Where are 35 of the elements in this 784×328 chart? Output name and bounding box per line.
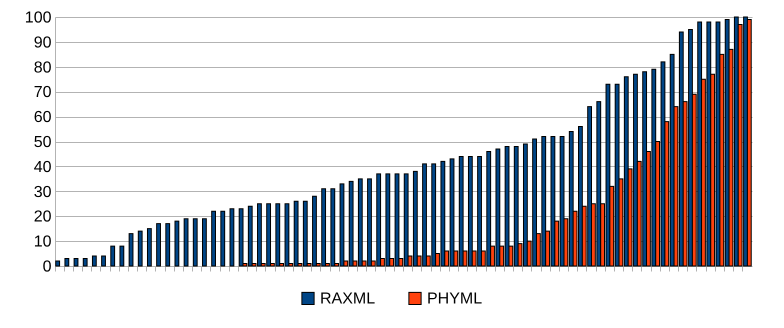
bar (202, 218, 207, 266)
legend-label: PHYML (427, 290, 482, 308)
y-tick-label: 80 (34, 59, 52, 76)
y-tick-label: 40 (34, 158, 52, 176)
bar (74, 258, 78, 266)
bar (211, 210, 216, 266)
bar (238, 208, 244, 266)
bar (192, 218, 198, 266)
bar (119, 246, 124, 266)
bar (156, 223, 161, 266)
y-tick-label: 0 (42, 258, 52, 276)
bar (101, 256, 106, 266)
y-tick-label: 70 (34, 84, 52, 102)
y-tick-label: 10 (34, 234, 52, 251)
y-tick-label: 30 (34, 184, 52, 201)
bar (165, 223, 170, 266)
bar (230, 208, 234, 266)
bar (184, 218, 188, 266)
bar (220, 210, 226, 266)
bar (92, 256, 97, 266)
bar (55, 260, 60, 266)
y-tick-label: 20 (34, 208, 52, 226)
y-tick-label: 60 (34, 109, 52, 126)
bar (146, 228, 152, 266)
bar (128, 233, 134, 266)
bar (64, 258, 70, 266)
bar (138, 230, 143, 266)
y-tick-label: 100 (24, 10, 52, 26)
y-tick-label: 90 (34, 34, 52, 52)
bar (746, 18, 752, 266)
bar (82, 258, 88, 266)
bar (174, 220, 180, 266)
legend-label: RAXML (320, 290, 376, 308)
y-tick-label: 50 (34, 134, 52, 151)
bar (110, 246, 116, 266)
